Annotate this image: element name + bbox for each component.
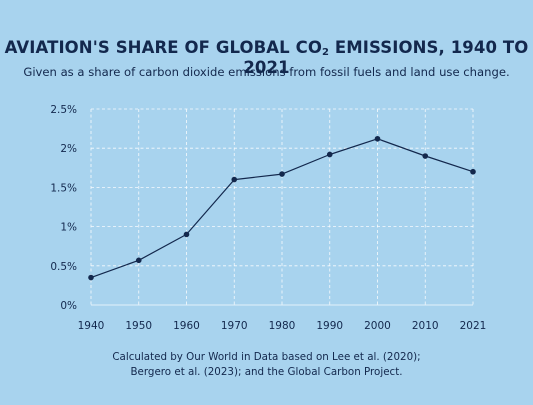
chart-subtitle: Given as a share of carbon dioxide emiss…: [23, 65, 510, 79]
data-point-1940: [88, 274, 94, 281]
data-point-1960: [183, 231, 190, 238]
y-tick-label-2: 1%: [60, 222, 77, 234]
y-tick-label-0: 0%: [60, 300, 77, 312]
y-tick-label-4: 2%: [60, 143, 77, 155]
y-tick-label-1: 0.5%: [50, 261, 77, 273]
data-point-1970: [231, 176, 238, 183]
x-tick-label-6: 2000: [364, 320, 391, 332]
source-line-2: Bergero et al. (2023); and the Global Ca…: [130, 366, 403, 378]
x-tick-label-3: 1970: [221, 320, 248, 332]
data-point-2010: [422, 153, 429, 159]
data-point-1980: [279, 171, 285, 177]
y-tick-label-5: 2.5%: [50, 104, 77, 116]
chart-title-subscript: 2: [321, 47, 330, 58]
y-tick-label-3: 1.5%: [50, 182, 77, 194]
data-point-1990: [326, 151, 333, 158]
x-tick-label-1: 1950: [125, 320, 152, 332]
data-point-1950: [135, 257, 142, 264]
chart-title-main: AVIATION'S SHARE OF GLOBAL CO: [4, 38, 322, 57]
source-note: Calculated by Our World in Data based on…: [0, 350, 533, 380]
data-point-2000: [374, 135, 381, 142]
x-tick-label-0: 1940: [78, 320, 105, 332]
chart-title-tail: EMISSIONS, 1940 TO 2021: [243, 38, 529, 77]
chart-title: AVIATION'S SHARE OF GLOBAL CO2 EMISSIONS…: [0, 38, 533, 77]
x-tick-label-7: 2010: [412, 320, 439, 332]
x-tick-label-4: 1980: [269, 320, 296, 332]
x-tick-label-2: 1960: [173, 320, 200, 332]
source-line-1: Calculated by Our World in Data based on…: [112, 351, 421, 363]
x-tick-label-8: 2021: [460, 320, 487, 332]
x-tick-label-5: 1990: [316, 320, 343, 332]
data-point-2021: [470, 168, 476, 175]
